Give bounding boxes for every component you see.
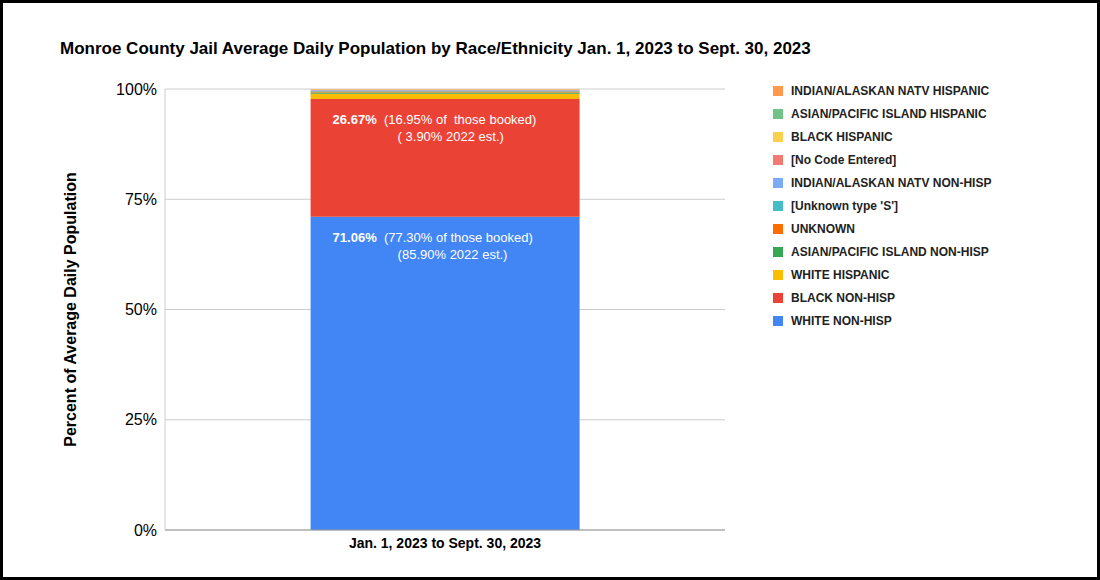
svg-text:Jan. 1, 2023 to Sept. 30, 2023: Jan. 1, 2023 to Sept. 30, 2023: [349, 535, 541, 551]
html-text:[Unknown type 'S']: [Unknown type 'S']: [791, 198, 898, 213]
svg-text:50%: 50%: [125, 301, 157, 318]
html-text:WHITE HISPANIC: WHITE HISPANIC: [791, 267, 890, 282]
html-text:UNKNOWN: UNKNOWN: [791, 221, 855, 236]
html-text:INDIAN/ALASKAN NATV HISPANIC: INDIAN/ALASKAN NATV HISPANIC: [791, 83, 990, 98]
svg-text:(85.90% 2022 est.): (85.90% 2022 est.): [398, 247, 508, 262]
svg-text:25%: 25%: [125, 411, 157, 428]
html-text:BLACK NON-HISP: BLACK NON-HISP: [791, 290, 895, 305]
svg-text:0%: 0%: [134, 522, 157, 539]
svg-text:Percent of Average Daily Popul: Percent of Average Daily Population: [62, 172, 79, 446]
html-text:INDIAN/ALASKAN NATV NON-HISP: INDIAN/ALASKAN NATV NON-HISP: [791, 175, 992, 190]
html-text:Monroe County Jail Average Dai: Monroe County Jail Average Daily Populat…: [60, 39, 811, 58]
svg-text:75%: 75%: [125, 191, 157, 208]
html-text:[No Code Entered]: [No Code Entered]: [791, 152, 897, 167]
svg-text:100%: 100%: [116, 81, 157, 98]
svg-text:71.06% (77.30% of those booke: 71.06% (77.30% of those booked): [333, 230, 533, 245]
html-text:WHITE NON-HISP: WHITE NON-HISP: [791, 313, 892, 328]
svg-text:( 3.90% 2022 est.): ( 3.90% 2022 est.): [398, 129, 504, 144]
svg-text:26.67% (16.95% of those book: 26.67% (16.95% of those booked): [333, 112, 537, 127]
html-text:BLACK HISPANIC: BLACK HISPANIC: [791, 129, 893, 144]
html-text:ASIAN/PACIFIC ISLAND NON-HISP: ASIAN/PACIFIC ISLAND NON-HISP: [791, 244, 989, 259]
html-text:ASIAN/PACIFIC ISLAND HISPANIC: ASIAN/PACIFIC ISLAND HISPANIC: [791, 106, 987, 121]
